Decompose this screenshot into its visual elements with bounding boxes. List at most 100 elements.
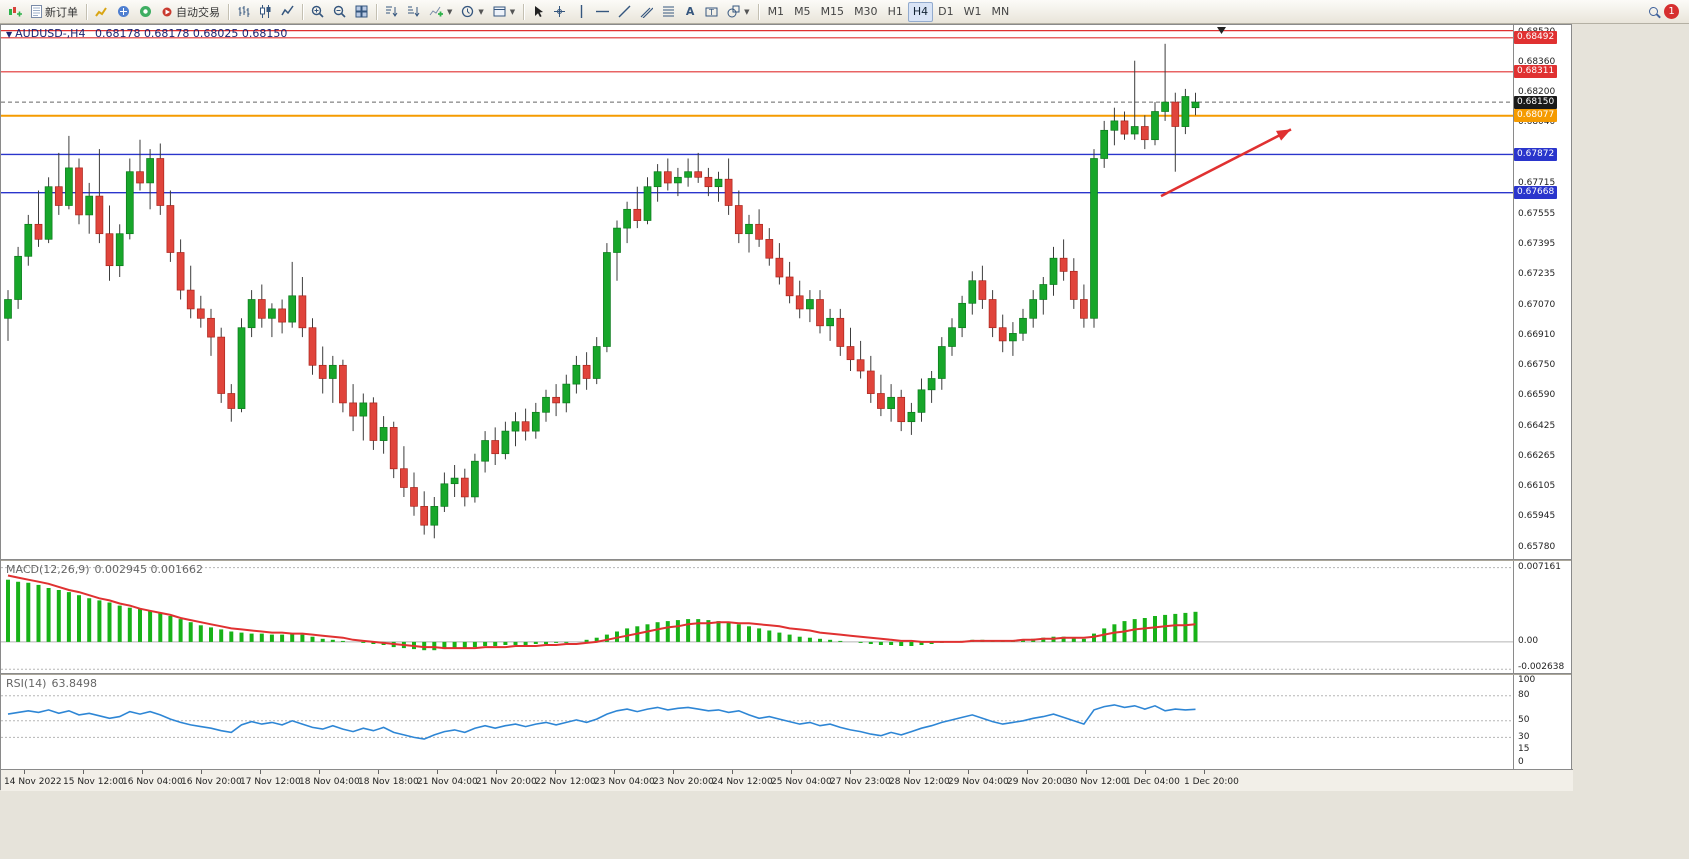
line-chart-button[interactable]: [277, 2, 298, 22]
time-tick: [437, 770, 438, 774]
autotrading-button[interactable]: 自动交易: [157, 2, 224, 22]
rsi-tick: 80: [1518, 690, 1529, 701]
horizontal-line-icon: [596, 7, 609, 16]
clock-icon: [461, 5, 474, 18]
price-line-label: 0.68492: [1514, 31, 1557, 44]
zoom-out-button[interactable]: [329, 2, 350, 22]
trendline-icon: [618, 5, 631, 18]
horizontal-line-tool-button[interactable]: [592, 2, 613, 22]
cursor-tool-button[interactable]: [528, 2, 548, 22]
rsi-name: RSI(14): [6, 677, 46, 690]
toolbar-separator: [523, 4, 524, 20]
dropdown-caret-icon: ▼: [478, 8, 483, 16]
time-label: 29 Nov 20:00: [1007, 777, 1068, 787]
time-tick: [614, 770, 615, 774]
timeframe-h1-button[interactable]: H1: [883, 2, 908, 22]
text-tool-button[interactable]: A: [680, 2, 700, 22]
vertical-line-icon: [577, 5, 586, 18]
tile-windows-button[interactable]: [351, 2, 372, 22]
time-tick: [201, 770, 202, 774]
price-tick: 0.66750: [1518, 360, 1555, 371]
time-tick: [1204, 770, 1205, 774]
trendline-tool-button[interactable]: [614, 2, 635, 22]
price-tick: 0.66425: [1518, 421, 1555, 432]
notification-badge[interactable]: 1: [1664, 4, 1679, 19]
new-order-label: 新订单: [45, 4, 78, 20]
timeframe-m5-button[interactable]: M5: [789, 2, 816, 22]
toolbar-separator: [376, 4, 377, 20]
new-chart-button[interactable]: [4, 2, 26, 22]
toolbar-separator: [86, 4, 87, 20]
chart-dropdown-icon[interactable]: ▼: [6, 30, 12, 39]
line-chart-icon: [281, 5, 294, 18]
new-order-button[interactable]: 新订单: [27, 2, 82, 22]
channel-tool-button[interactable]: [636, 2, 657, 22]
candlestick-chart-button[interactable]: [255, 2, 276, 22]
price-tick: 0.67395: [1518, 239, 1555, 250]
price-line-label: 0.68311: [1514, 65, 1557, 78]
arrange-ascending-icon: [385, 5, 398, 18]
main-price-panel: ▼AUDUSD-,H4 0.68178 0.68178 0.68025 0.68…: [1, 25, 1571, 559]
data-window-button[interactable]: [113, 2, 134, 22]
shapes-icon: [727, 5, 740, 18]
periods-button[interactable]: ▼: [457, 2, 487, 22]
candlestick-chart[interactable]: [1, 25, 1513, 559]
macd-plot[interactable]: MACD(12,26,9)0.002945 0.001662: [1, 561, 1513, 673]
rsi-scale[interactable]: 100805030150: [1513, 675, 1571, 769]
shapes-tool-button[interactable]: ▼: [723, 2, 753, 22]
price-tick: 0.66590: [1518, 390, 1555, 401]
time-label: 21 Nov 04:00: [417, 777, 478, 787]
time-label: 1 Dec 04:00: [1125, 777, 1180, 787]
rsi-plot[interactable]: RSI(14)63.8498: [1, 675, 1513, 769]
timeframe-m1-button[interactable]: M1: [763, 2, 790, 22]
bar-chart-button[interactable]: [233, 2, 254, 22]
price-tick: 0.65945: [1518, 511, 1555, 522]
main-chart-plot[interactable]: ▼AUDUSD-,H4 0.68178 0.68178 0.68025 0.68…: [1, 25, 1513, 559]
search-button[interactable]: [1643, 2, 1663, 22]
timeframe-d1-button[interactable]: D1: [933, 2, 958, 22]
price-tick: 0.66910: [1518, 330, 1555, 341]
time-tick: [732, 770, 733, 774]
timeframe-h4-button[interactable]: H4: [908, 2, 933, 22]
mt4-window: 新订单 自动交易 ▼ ▼ ▼ A T ▼ M1M: [0, 0, 1689, 859]
timeframe-w1-button[interactable]: W1: [959, 2, 987, 22]
fibonacci-tool-button[interactable]: [658, 2, 679, 22]
macd-scale[interactable]: 0.0071610.00-0.002638: [1513, 561, 1571, 673]
arrange-ascending-button[interactable]: [381, 2, 402, 22]
time-tick: [260, 770, 261, 774]
time-label: 18 Nov 18:00: [358, 777, 419, 787]
indicators-button[interactable]: ▼: [425, 2, 456, 22]
time-tick: [1086, 770, 1087, 774]
crosshair-tool-button[interactable]: [549, 2, 570, 22]
templates-button[interactable]: ▼: [489, 2, 519, 22]
label-tool-button[interactable]: T: [701, 2, 722, 22]
zoom-in-button[interactable]: [307, 2, 328, 22]
timeframe-m30-button[interactable]: M30: [849, 2, 883, 22]
rsi-panel: RSI(14)63.8498 100805030150: [1, 675, 1571, 769]
time-axis[interactable]: 14 Nov 202215 Nov 12:0016 Nov 04:0016 No…: [1, 769, 1573, 791]
time-label: 16 Nov 20:00: [181, 777, 242, 787]
price-tick: 0.66265: [1518, 451, 1555, 462]
dropdown-caret-icon: ▼: [447, 8, 452, 16]
time-tick: [24, 770, 25, 774]
market-watch-button[interactable]: [91, 2, 112, 22]
time-label: 30 Nov 12:00: [1066, 777, 1127, 787]
data-window-icon: [117, 5, 130, 18]
time-label: 18 Nov 04:00: [299, 777, 360, 787]
rsi-chart[interactable]: [1, 675, 1513, 769]
timeframe-m15-button[interactable]: M15: [816, 2, 850, 22]
timeframe-mn-button[interactable]: MN: [986, 2, 1014, 22]
navigator-button[interactable]: [135, 2, 156, 22]
market-watch-icon: [95, 5, 108, 18]
rsi-tick: 100: [1518, 675, 1535, 686]
search-icon: [1649, 7, 1658, 16]
price-scale[interactable]: 0.685200.683600.682000.680400.677150.675…: [1513, 25, 1571, 559]
rsi-label: RSI(14)63.8498: [6, 677, 97, 690]
arrange-descending-button[interactable]: [403, 2, 424, 22]
toolbar: 新订单 自动交易 ▼ ▼ ▼ A T ▼ M1M: [0, 0, 1689, 24]
label-icon: T: [705, 5, 718, 18]
vertical-line-tool-button[interactable]: [571, 2, 591, 22]
macd-tick: 0.00: [1518, 636, 1538, 647]
macd-chart[interactable]: [1, 561, 1513, 673]
time-tick: [555, 770, 556, 774]
